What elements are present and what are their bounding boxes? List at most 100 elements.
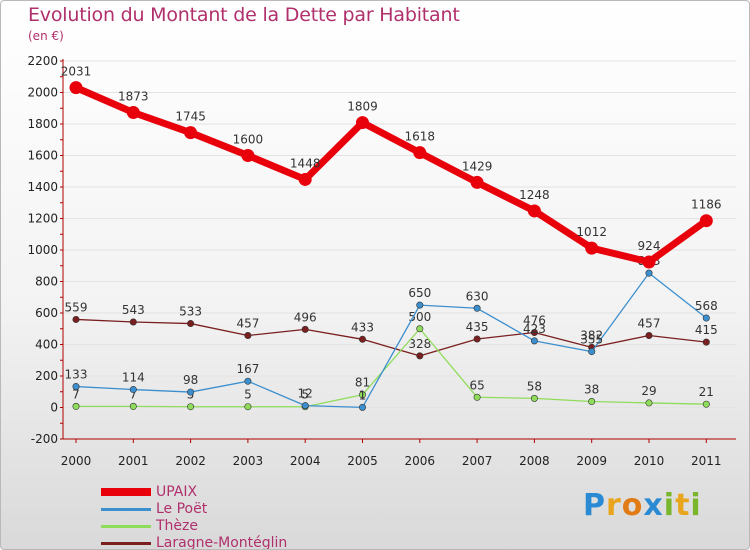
- y-tick-label: 2000: [27, 86, 58, 100]
- data-point: [416, 325, 424, 333]
- data-label: 12: [298, 387, 313, 401]
- data-label: 1: [359, 388, 367, 402]
- data-point: [358, 391, 366, 399]
- y-tick-label: 1200: [27, 212, 58, 226]
- data-label: 2031: [61, 65, 92, 79]
- data-point: [416, 301, 424, 309]
- legend-swatch: [101, 525, 151, 528]
- y-tick-label: 800: [35, 275, 58, 289]
- data-point: [298, 172, 312, 186]
- data-point: [702, 338, 710, 346]
- brand-letter: P: [583, 488, 606, 523]
- series-line-1: [75, 272, 707, 408]
- legend-swatch: [101, 488, 151, 496]
- data-point: [473, 304, 481, 312]
- data-point: [413, 146, 427, 160]
- data-point: [301, 325, 309, 333]
- data-label: 5: [301, 388, 309, 402]
- data-label: 81: [355, 376, 370, 390]
- data-point: [187, 388, 195, 396]
- data-point: [416, 352, 424, 360]
- data-point: [72, 402, 80, 410]
- x-tick-label: 2006: [405, 454, 436, 468]
- data-point: [129, 386, 137, 394]
- x-tick-label: 2004: [290, 454, 321, 468]
- data-label: 1618: [405, 130, 436, 144]
- data-point: [530, 394, 538, 402]
- data-label: 29: [641, 384, 656, 398]
- brand-letter: r: [606, 488, 622, 523]
- y-tick-label: 2200: [27, 54, 58, 68]
- data-label: 457: [236, 317, 259, 331]
- y-tick-label: 600: [35, 306, 58, 320]
- series-line-3: [75, 318, 707, 357]
- y-tick-label: 1800: [27, 117, 58, 131]
- legend-swatch: [101, 508, 151, 511]
- series-line-0: [74, 84, 709, 266]
- data-label: 5: [244, 388, 252, 402]
- legend-label: Thèze: [156, 518, 198, 534]
- data-label: 500: [408, 310, 431, 324]
- data-label: 38: [584, 383, 599, 397]
- data-point: [642, 255, 656, 269]
- data-point: [244, 332, 252, 340]
- unit-label: (en €): [28, 29, 64, 43]
- data-point: [530, 329, 538, 337]
- data-point: [244, 377, 252, 385]
- data-label: 65: [469, 378, 484, 392]
- data-label: 630: [466, 289, 489, 303]
- data-point: [129, 402, 137, 410]
- data-point: [72, 383, 80, 391]
- line-chart: -200 0 200 400 600 800 1000 1200 1400 1600 1800 200…: [27, 54, 736, 468]
- data-label: 1429: [462, 159, 493, 173]
- y-tick-label: 400: [35, 338, 58, 352]
- legend-label: Laragne-Montéglin: [156, 535, 288, 550]
- legend-swatch: [101, 542, 151, 545]
- data-label: 114: [122, 371, 145, 385]
- x-tick-label: 2005: [347, 454, 378, 468]
- data-point: [588, 398, 596, 406]
- data-point: [527, 204, 541, 218]
- data-point: [358, 403, 366, 411]
- y-tick-label: 0: [50, 401, 58, 415]
- data-label: 533: [179, 305, 202, 319]
- data-label: 1186: [691, 198, 722, 212]
- data-point: [470, 175, 484, 189]
- data-point: [699, 214, 713, 228]
- data-label: 415: [695, 323, 718, 337]
- x-tick-label: 2011: [691, 454, 722, 468]
- brand-letter: t: [675, 488, 691, 523]
- legend-label: UPAIX: [156, 484, 198, 500]
- data-label: 543: [122, 303, 145, 317]
- data-label: 1012: [576, 225, 607, 239]
- series-line-2: [76, 328, 707, 408]
- data-point: [301, 402, 309, 410]
- data-point: [645, 332, 653, 340]
- y-tick-label: 1600: [27, 149, 58, 163]
- x-tick-label: 2002: [175, 454, 206, 468]
- legend-label: Le Poët: [156, 501, 208, 517]
- data-point: [69, 81, 83, 95]
- data-label: 1248: [519, 188, 550, 202]
- data-label: 355: [580, 333, 603, 347]
- data-label: 650: [408, 286, 431, 300]
- data-point: [184, 126, 198, 140]
- x-tick-label: 2009: [576, 454, 607, 468]
- x-tick-label: 2008: [519, 454, 550, 468]
- data-point: [356, 116, 369, 130]
- brand-letter: x: [643, 488, 664, 523]
- data-point: [588, 348, 596, 356]
- data-point: [530, 337, 538, 345]
- data-label: 7: [72, 387, 80, 401]
- data-point: [72, 315, 80, 323]
- data-label: 7: [129, 387, 137, 401]
- proxiti-logo: Proxiti: [583, 488, 702, 523]
- brand-letter: o: [621, 488, 644, 523]
- data-label: 1809: [347, 100, 378, 114]
- y-tick-label: 200: [35, 369, 58, 383]
- chart-title: Evolution du Montant de la Dette par Hab…: [28, 4, 460, 26]
- y-tick-label: 1400: [27, 180, 58, 194]
- data-point: [187, 320, 195, 328]
- y-tick-label: 1000: [27, 243, 58, 257]
